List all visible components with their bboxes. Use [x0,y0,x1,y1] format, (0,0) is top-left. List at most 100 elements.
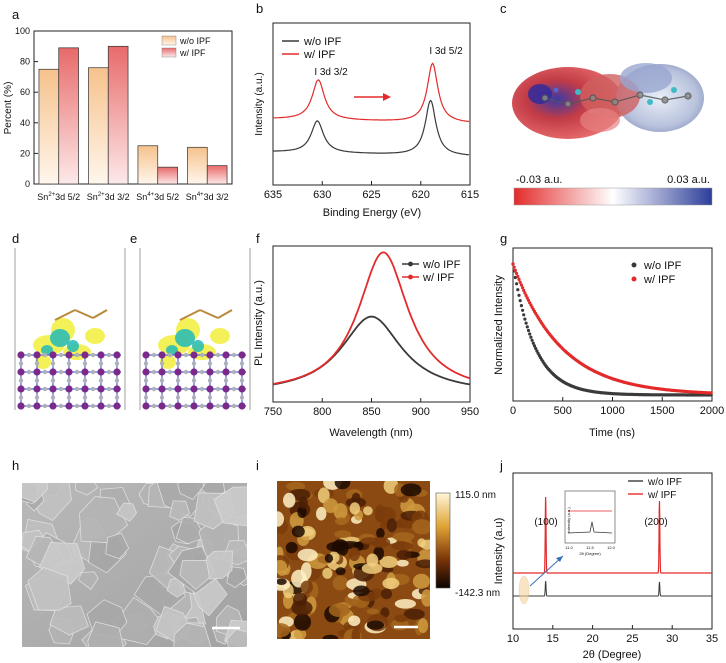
y-axis-label-j: Intensity (a.u) [493,518,505,585]
x-tick-label: 35 [706,633,718,645]
legend-label-f0: w/o IPF [422,259,461,271]
legend-label-a0: w/o IPF [179,36,211,46]
x-axis-label-f: Wavelength (nm) [329,427,412,439]
xps-chart-b: 635 630 625 620 615 Binding Energy (eV) Inte… [254,22,479,219]
panel-letter-a: a [12,7,20,22]
panel-letter-f: f [256,231,260,246]
legend-label-j0: w/o IPF [647,477,682,488]
bar-1-3 [206,165,228,185]
panel-letter-b: b [256,1,263,16]
svg-text:2θ (Degree): 2θ (Degree) [579,551,601,556]
bar-1-0 [58,47,79,185]
series-line-j-w [513,496,712,574]
bar-1-1 [107,45,129,185]
shift-arrow [354,93,391,101]
y-tick-label: 60 [20,87,30,97]
bar-0-1 [88,67,109,185]
legend-g: w/o IPF w/ IPF [631,260,682,286]
x-tick-label: 900 [412,406,430,418]
plot-frame-a [33,30,233,185]
x-tick-label: 800 [313,406,331,418]
x-tick-label: 500 [554,405,572,417]
bar-chart-a: 0 20 40 60 80 100 Percent (%) Sn2+3d 5/2 Sn2+3… [3,26,233,202]
colorbar-min-label-c: -0.03 a.u. [516,174,562,186]
y-axis-label-f: PL Intensity (a.u.) [253,280,265,366]
x-tick-label: 630 [313,189,331,201]
x-tick-label: 1500 [650,405,674,417]
y-tick-label: 40 [20,118,30,128]
series-line-b-wo [273,99,470,156]
category-label-2: Sn4+3d 5/2 [136,192,179,202]
x-tick-label: 10 [507,633,519,645]
x-axis-label-j: 2θ (Degree) [583,649,642,661]
colorbar-i [435,492,451,589]
legend-a: w/o IPF w/ IPF [161,35,211,58]
pl-chart-f: 750 800 850 900 950 Wavelength (nm) PL Inten… [253,245,479,439]
peak-label-b1: I 3d 5/2 [429,46,463,57]
bar-0-2 [137,145,159,185]
panel-letter-h: h [12,458,19,473]
legend-j: w/o IPF w/ IPF [628,477,682,501]
structure-e [139,248,251,410]
legend-b: w/o IPF w/ IPF [282,36,342,61]
x-tick-label: 20 [586,633,598,645]
legend-swatch-a0 [161,35,177,46]
y-tick-label: 80 [20,57,30,67]
legend-label-g0: w/o IPF [643,260,682,272]
x-tick-label: 620 [412,189,430,201]
x-tick-label: 850 [362,406,380,418]
series-points-g-w [511,262,713,395]
category-label-1: Sn2+3d 3/2 [87,192,130,202]
y-tick-label: 20 [20,148,30,158]
series-line-f-wo [272,315,471,386]
x-tick-label: 750 [264,406,282,418]
x-tick-label: 15 [547,633,559,645]
category-label-3: Sn4+3d 3/2 [186,192,229,202]
peak-label-200: (200) [644,517,667,528]
svg-text:12.0: 12.0 [607,545,616,550]
series-line-b-w [272,62,470,123]
y-axis-label-g: Normalized Intensity [493,275,505,375]
x-tick-label: 0 [510,405,516,417]
y-tick-label: 0 [25,179,30,189]
y-tick-label: 100 [15,26,30,36]
charge-density-structures [14,248,251,410]
series-line-j-wo [513,580,712,597]
svg-text:Intensity (a.u.): Intensity (a.u.) [566,507,571,533]
x-tick-label: 625 [362,189,380,201]
x-tick-label: 30 [666,633,678,645]
x-axis-label-b: Binding Energy (eV) [323,207,421,219]
panel-letter-d: d [12,231,19,246]
bar-1-2 [157,166,178,185]
colorbar-c [513,187,713,206]
inset-j: Intensity (a.u.) 11.0 11.5 12.0 2θ (Degr… [518,490,616,605]
panel-letter-g: g [500,231,507,246]
peak-label-100: (100) [534,517,557,528]
sem-image-h [22,483,247,647]
legend-label-a1: w/ IPF [179,48,206,58]
bar-0-0 [38,68,60,185]
colorbar-max-label-c: 0.03 a.u. [667,174,710,186]
legend-label-j1: w/ IPF [647,490,676,501]
legend-f: w/o IPF w/ IPF [402,259,461,284]
molecule-surface [512,63,704,139]
afm-image-i: 115.0 nm -142.3 nm [277,481,500,639]
xrd-chart-j: 10 15 20 25 30 35 2θ (Degree) Intensity (a.u)… [493,472,718,661]
x-tick-label: 635 [264,189,282,201]
peak-label-b0: I 3d 3/2 [314,67,348,78]
legend-label-b0: w/o IPF [303,36,342,48]
trpl-chart-g: 0 500 1000 1500 2000 Time (ns) Normalized In… [493,247,724,439]
x-axis-label-g: Time (ns) [589,427,635,439]
structure-d [14,248,126,410]
colorbar-max-label-i: 115.0 nm [455,490,496,501]
y-axis-label-a: Percent (%) [3,82,14,135]
legend-label-f1: w/ IPF [422,272,454,284]
legend-label-g1: w/ IPF [643,274,675,286]
esp-map-c: -0.03 a.u. 0.03 a.u. [512,63,713,206]
panel-letter-e: e [130,231,137,246]
x-tick-label: 950 [461,406,479,418]
y-axis-label-b: Intensity (a.u.) [254,72,265,135]
svg-text:11.0: 11.0 [565,545,573,550]
category-label-0: Sn2+3d 5/2 [37,192,80,202]
